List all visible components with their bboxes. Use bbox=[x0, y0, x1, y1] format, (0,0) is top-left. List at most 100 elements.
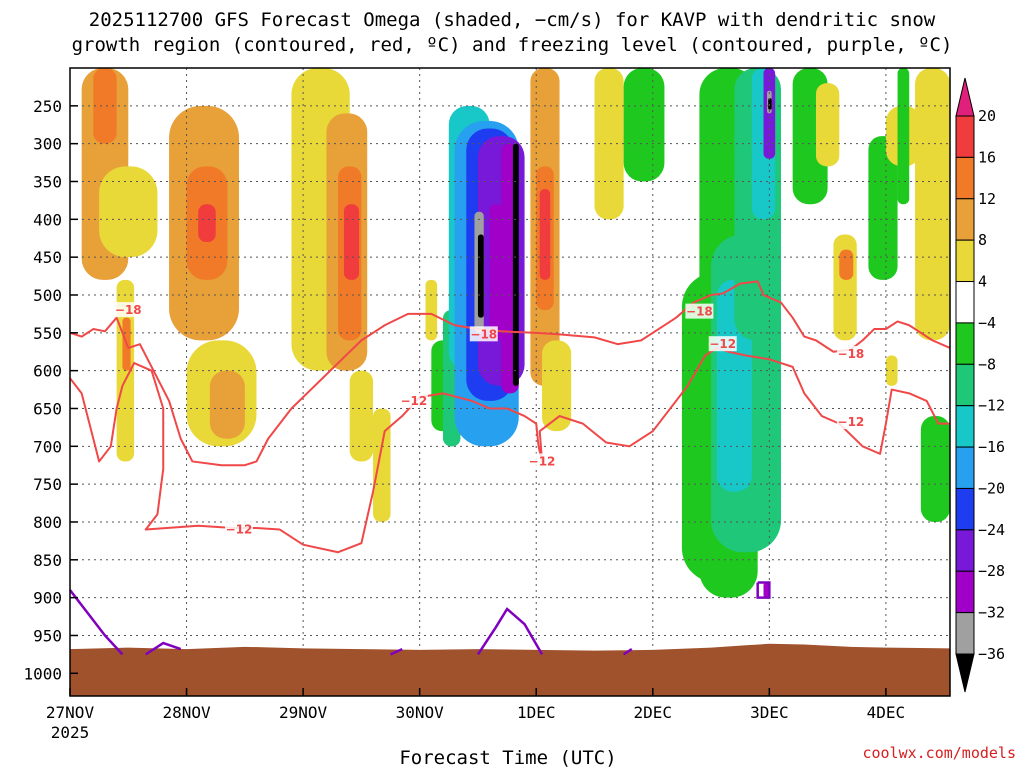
y-tick-label-15: 1000 bbox=[23, 664, 62, 683]
colorbar-label-12: −32 bbox=[978, 604, 1005, 622]
plot-area: −18 −18 −18 −18 −12 −12 −12 −12 −12 bbox=[69, 67, 951, 697]
y-tick-label-9: 700 bbox=[33, 437, 62, 456]
dgz-label-0-2: −18 bbox=[686, 305, 713, 319]
y-tick-label-3: 400 bbox=[33, 210, 62, 229]
dgz-label-0-0: −18 bbox=[115, 303, 142, 317]
dgz-label-bg-0-1 bbox=[469, 326, 498, 342]
freezing-contour-0 bbox=[69, 589, 124, 656]
y-tick-label-6: 550 bbox=[33, 324, 62, 343]
omega-cell-26 bbox=[477, 234, 484, 318]
omega-cell-30 bbox=[539, 189, 551, 280]
colorbar-label-2: 12 bbox=[978, 190, 996, 208]
colorbar-bin-1 bbox=[955, 115, 975, 158]
y-tick-label-10: 750 bbox=[33, 475, 62, 494]
x-tick-label-4: 1DEC bbox=[517, 703, 556, 722]
dgz-label-bg-1-0 bbox=[225, 521, 254, 537]
y-tick-label-11: 800 bbox=[33, 513, 62, 532]
dgz-label-0-1: −18 bbox=[470, 327, 497, 341]
y-tick-label-0: 250 bbox=[33, 97, 62, 116]
colorbar-bin-6 bbox=[955, 322, 975, 365]
colorbar-label-3: 8 bbox=[978, 231, 987, 249]
colorbar-label-11: −28 bbox=[978, 562, 1005, 580]
x-tick-label-0: 27NOV bbox=[46, 703, 95, 722]
freezing-contour-1 bbox=[145, 641, 182, 656]
y-tick-label-2: 350 bbox=[33, 172, 62, 191]
omega-cell-2 bbox=[99, 166, 158, 258]
colorbar-bin-9 bbox=[955, 446, 975, 489]
freezing-contour-3 bbox=[476, 607, 544, 656]
dgz-label-bg-1-1 bbox=[399, 392, 428, 408]
colorbar-bin-3 bbox=[955, 198, 975, 241]
dgz-label-0-3: −18 bbox=[838, 347, 865, 361]
dgz-label-bg-1-4 bbox=[836, 414, 865, 430]
omega-cell-50 bbox=[915, 68, 950, 341]
x-axis-year: 2025 bbox=[51, 723, 90, 742]
colorbar-bin-12 bbox=[955, 570, 975, 614]
colorbar-bin-10 bbox=[955, 487, 975, 531]
omega-cell-43 bbox=[763, 582, 770, 598]
plot-frame bbox=[69, 67, 951, 697]
dgz-label-bg-1-3 bbox=[708, 336, 737, 352]
dgz-label-bg-0-3 bbox=[836, 346, 865, 362]
omega-cell-1 bbox=[93, 68, 117, 144]
omega-cell-48 bbox=[868, 136, 898, 280]
dgz-contour-1 bbox=[69, 346, 950, 554]
colorbar-label-1: 16 bbox=[978, 148, 996, 166]
colorbar-label-10: −24 bbox=[978, 521, 1005, 539]
freezing-contour-4 bbox=[622, 648, 633, 656]
omega-cell-14 bbox=[349, 370, 374, 462]
credit-text: coolwx.com/models bbox=[862, 744, 1016, 762]
freezing-contour-2 bbox=[390, 647, 403, 656]
omega-cell-52 bbox=[897, 68, 910, 205]
y-tick-label-13: 900 bbox=[33, 589, 62, 608]
x-tick-label-5: 2DEC bbox=[634, 703, 673, 722]
omega-cell-42 bbox=[768, 98, 772, 110]
x-axis-label: Forecast Time (UTC) bbox=[399, 747, 616, 768]
y-tick-label-5: 500 bbox=[33, 286, 62, 305]
colorbar-bin-13 bbox=[955, 612, 975, 655]
colorbar-bin-11 bbox=[955, 529, 975, 572]
omega-cell-9 bbox=[209, 370, 245, 439]
colorbar-label-9: −20 bbox=[978, 479, 1005, 497]
y-axis: 250 300 350 400 450 500 550 600 650 700 750 800 850 9… bbox=[23, 97, 78, 683]
omega-cell-15 bbox=[373, 408, 391, 522]
x-tick-label-2: 29NOV bbox=[279, 703, 328, 722]
colorbar-label-8: −16 bbox=[978, 438, 1005, 456]
colorbar: 20 16 12 8 4 −4 −8 −12 −16 −20 −24 −28 −32 −36 bbox=[955, 77, 1005, 693]
x-tick-label-3: 30NOV bbox=[396, 703, 445, 722]
colorbar-bin-14 bbox=[955, 653, 975, 693]
omega-cell-13 bbox=[343, 204, 360, 280]
freezing-level-contours bbox=[69, 581, 771, 656]
chart-title-line2: growth region (contoured, red, ºC) and f… bbox=[72, 34, 953, 56]
terrain-fill bbox=[70, 643, 950, 696]
y-tick-label-12: 850 bbox=[33, 551, 62, 570]
dgz-contours: −18 −18 −18 −18 −12 −12 −12 −12 −12 bbox=[69, 280, 951, 554]
colorbar-bin-4 bbox=[955, 239, 975, 283]
colorbar-label-0: 20 bbox=[978, 107, 996, 125]
colorbar-label-7: −12 bbox=[978, 397, 1005, 415]
colorbar-label-13: −36 bbox=[978, 645, 1005, 663]
dgz-label-1-3: −12 bbox=[709, 337, 736, 351]
omega-cell-33 bbox=[623, 68, 665, 182]
chart-title-line1: 2025112700 GFS Forecast Omega (shaded, −… bbox=[89, 9, 936, 31]
x-axis: 27NOV 28NOV 29NOV 30NOV 1DEC 2DEC 3DEC 4DEC bbox=[46, 688, 905, 722]
y-tick-label-7: 600 bbox=[33, 362, 62, 381]
y-tick-label-8: 650 bbox=[33, 399, 62, 418]
x-tick-label-7: 4DEC bbox=[867, 703, 906, 722]
dgz-label-bg-0-0 bbox=[114, 302, 143, 318]
y-tick-label-4: 450 bbox=[33, 248, 62, 267]
omega-cell-27 bbox=[512, 143, 519, 386]
dgz-label-bg-0-2 bbox=[685, 303, 714, 319]
omega-cell-7 bbox=[198, 204, 216, 243]
omega-cell-47 bbox=[839, 249, 854, 280]
colorbar-label-6: −8 bbox=[978, 355, 996, 373]
colorbar-bin-2 bbox=[955, 156, 975, 200]
terrain-layer bbox=[70, 643, 950, 696]
omega-cell-16 bbox=[425, 279, 438, 341]
colorbar-bin-5 bbox=[955, 281, 975, 324]
y-tick-label-1: 300 bbox=[33, 135, 62, 154]
omega-cell-45 bbox=[815, 83, 840, 167]
colorbar-bin-8 bbox=[955, 405, 975, 448]
freezing-contour-5 bbox=[756, 581, 771, 599]
